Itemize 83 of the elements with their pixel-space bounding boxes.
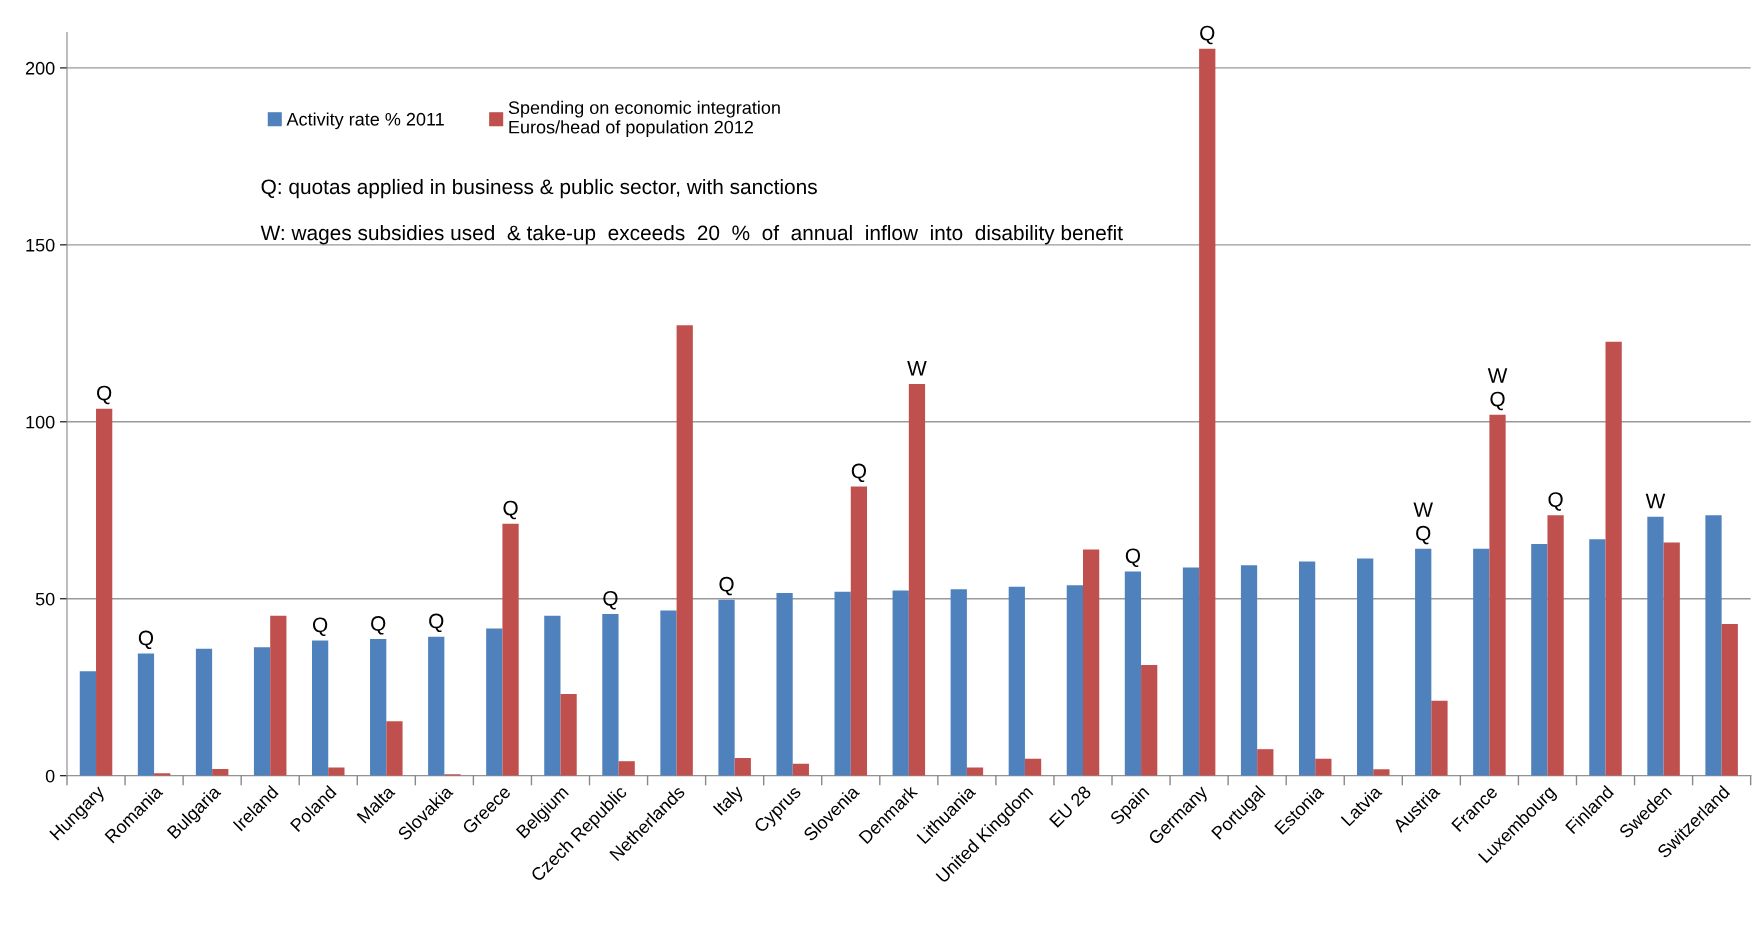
annotation: Q: quotas applied in business & public sector, with sanctions [261,178,817,199]
bar [1705,515,1722,776]
bar [1431,700,1448,776]
bar [1415,548,1432,776]
bar [1605,341,1622,776]
annotation: W: wages subsidies used & take-up exceeds 20 % of annual inflow into disability benefit [260,224,1123,245]
annotation: Q [371,616,386,635]
bar [312,640,329,776]
bar [1298,561,1316,776]
annotation: W [1413,502,1433,517]
bar [1083,549,1100,776]
bar [1008,586,1025,776]
x-tick-label: EU 28 [1048,784,1092,828]
annotation: Q [1548,492,1563,511]
bar [1024,758,1042,776]
bar [328,767,345,776]
bar [1721,623,1738,776]
bar [253,647,271,776]
bar [1663,542,1680,776]
bar [195,648,213,776]
bar [676,325,693,776]
bar [792,763,809,776]
bar [502,523,519,776]
bar [1647,516,1664,776]
bar [734,758,751,776]
annotation: W [1487,368,1508,383]
bar [560,693,577,776]
bar [660,610,677,776]
annotation: Q [503,500,518,520]
bar [137,653,155,776]
bar [834,591,851,776]
bar [428,636,445,776]
legend-label: Spending on economic integration Euros/head of population 2012 [508,100,780,138]
annotation: Q [1416,525,1431,545]
bar [1124,571,1142,776]
bar [1182,567,1200,776]
bar [1240,565,1258,776]
bar [1473,548,1490,776]
annotation: Q [313,617,328,636]
annotation: Q [719,576,734,596]
bar [386,721,403,776]
bar [79,671,97,776]
annotation: Q [1200,25,1215,45]
bar [96,408,113,776]
bar [776,593,793,776]
legend-label: Activity rate % 2011 [286,112,444,130]
bar [850,486,868,776]
bar [1141,664,1158,776]
annotation: W [907,361,927,376]
bar [950,589,967,776]
bar [1066,585,1083,776]
annotation: Q [1125,548,1141,567]
annotation: W [1645,493,1666,509]
bar [1531,543,1548,776]
bar [1357,558,1374,776]
bar [1257,749,1274,776]
bar [892,590,909,776]
bar [1373,769,1390,776]
y-tick-label: 50 [35,592,55,606]
y-tick-label: 200 [25,61,55,75]
bar [1589,539,1606,776]
bar [1489,414,1506,776]
annotation: Q [603,590,618,610]
bar [718,599,735,776]
annotation: Q [429,613,444,633]
bar [370,639,387,776]
bar [1199,48,1216,776]
annotation: Q [97,385,112,405]
bar [544,615,561,776]
x-tick-label: Italy [712,784,747,819]
bar [486,628,503,776]
bar [270,615,287,776]
annotation: Q [138,630,154,650]
bar [618,761,635,776]
bar [602,613,619,776]
bar [908,383,926,776]
bar [1315,758,1332,776]
y-tick-label: 0 [45,769,55,783]
y-tick-label: 100 [26,415,55,429]
y-tick-label: 150 [26,238,55,252]
annotation: Q [1490,391,1505,411]
annotation: Q [851,463,866,483]
bar [1547,515,1564,776]
